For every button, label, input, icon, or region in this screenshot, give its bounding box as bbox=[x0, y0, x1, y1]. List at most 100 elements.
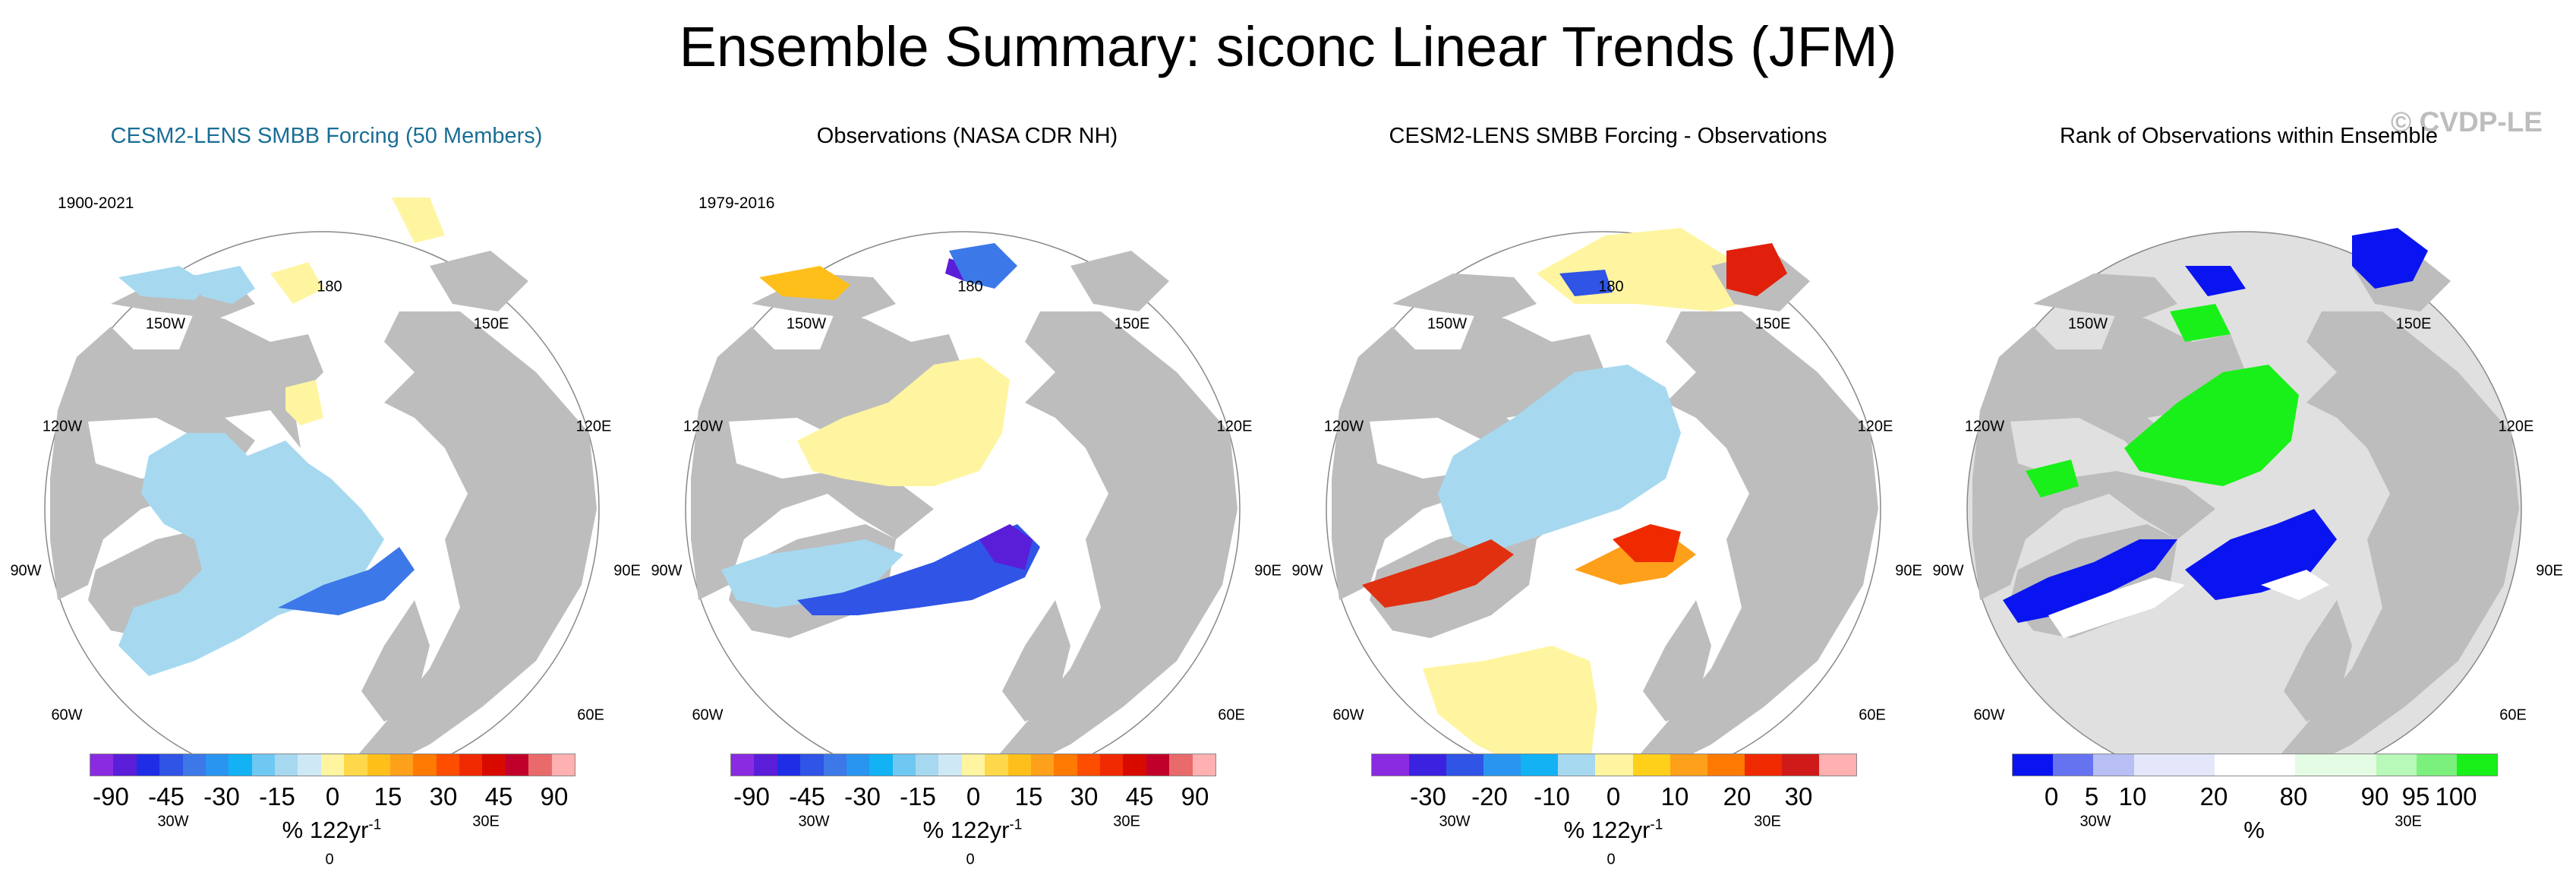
colorbar-swatch bbox=[159, 754, 183, 776]
lon-label-30e: 30E bbox=[1113, 813, 1140, 830]
lon-label-120w: 120W bbox=[683, 418, 724, 435]
lon-label-180: 180 bbox=[957, 278, 983, 295]
colorbar-swatch bbox=[2456, 754, 2498, 776]
lon-label-30e: 30E bbox=[1754, 813, 1781, 830]
colorbar-swatch bbox=[1670, 754, 1707, 776]
lon-label-120w: 120W bbox=[1964, 418, 2005, 435]
lon-label-150w: 150W bbox=[1427, 315, 1468, 333]
diff-red-atlantic bbox=[1362, 539, 1514, 608]
land-scandinavia bbox=[2284, 600, 2352, 722]
lon-label-180: 180 bbox=[1598, 278, 1624, 295]
diff-blue-bering bbox=[1559, 270, 1613, 296]
lon-label-30e: 30E bbox=[2395, 813, 2422, 830]
colorbar-units: % 122yr-1 bbox=[282, 817, 382, 843]
colorbar-swatch bbox=[1595, 754, 1633, 776]
lon-label-30w: 30W bbox=[1439, 813, 1471, 830]
colorbar-swatch bbox=[551, 754, 575, 776]
colorbar-swatch bbox=[2174, 754, 2215, 776]
lon-label-120w: 120W bbox=[1323, 418, 1364, 435]
colorbar-tick: -15 bbox=[259, 782, 295, 811]
ice-trend-light-pacific bbox=[118, 266, 255, 304]
colorbar-tick: 20 bbox=[2199, 782, 2228, 811]
colorbar-swatch bbox=[436, 754, 459, 776]
colorbar-swatch bbox=[113, 754, 137, 776]
land-chukotka bbox=[1070, 251, 1169, 311]
ice-trend-yellow bbox=[270, 198, 445, 425]
colorbar-swatch bbox=[90, 754, 114, 776]
land-alaska bbox=[2033, 273, 2177, 319]
lon-label-90e: 90E bbox=[613, 562, 641, 580]
colorbar-tick: 45 bbox=[484, 782, 513, 811]
colorbar-units: % bbox=[2243, 817, 2265, 843]
rank-blue-bering bbox=[2185, 266, 2246, 296]
colorbar-tick: 30 bbox=[1784, 782, 1813, 811]
colorbar-swatch bbox=[1169, 754, 1193, 776]
colorbar-tick: 100 bbox=[2435, 782, 2477, 811]
ice-trend-dark bbox=[797, 524, 1040, 615]
lon-label-90e: 90E bbox=[1254, 562, 1282, 580]
colorbar-tick: 15 bbox=[1014, 782, 1043, 811]
colorbar-swatch bbox=[205, 754, 229, 776]
colorbar-swatch bbox=[251, 754, 275, 776]
colorbar-tick: 10 bbox=[2118, 782, 2147, 811]
land-alaska bbox=[1392, 273, 1537, 319]
colorbar-tick: -30 bbox=[844, 782, 881, 811]
colorbar-swatch bbox=[1781, 754, 1819, 776]
colorbar-swatch bbox=[1077, 754, 1100, 776]
colorbar-swatch bbox=[1446, 754, 1484, 776]
land-chukotka bbox=[430, 251, 528, 311]
colorbar-swatch bbox=[344, 754, 367, 776]
lon-label-0: 0 bbox=[1606, 851, 1616, 868]
colorbar-swatch bbox=[1100, 754, 1124, 776]
diff-light-blue bbox=[1438, 365, 1681, 555]
diff-red-barents bbox=[1613, 524, 1681, 562]
colorbar-swatch bbox=[2214, 754, 2256, 776]
colorbar-swatch bbox=[800, 754, 824, 776]
ice-trend-orange bbox=[759, 266, 850, 300]
lon-label-60w: 60W bbox=[51, 706, 83, 724]
colorbar-tick: -45 bbox=[789, 782, 825, 811]
colorbar-swatch bbox=[1818, 754, 1857, 776]
colorbar-swatch bbox=[731, 754, 755, 776]
colorbar-tick: -30 bbox=[1410, 782, 1446, 811]
colorbar-tick: 0 bbox=[966, 782, 981, 811]
colorbar-swatch bbox=[389, 754, 414, 776]
colorbar-swatch bbox=[2093, 754, 2134, 776]
rank-white-band bbox=[2048, 570, 2329, 638]
colorbar-tick: -45 bbox=[148, 782, 184, 811]
colorbar-swatch bbox=[136, 754, 160, 776]
lon-label-90e: 90E bbox=[1895, 562, 1922, 580]
lon-label-150w: 150W bbox=[145, 315, 186, 333]
colorbar-tick: 90 bbox=[540, 782, 569, 811]
panel-title: Rank of Observations within Ensemble bbox=[2059, 124, 2439, 148]
colorbar-tick: -10 bbox=[1534, 782, 1570, 811]
colorbar-swatch bbox=[320, 754, 345, 776]
colorbar-swatch bbox=[1409, 754, 1447, 776]
panel-title: CESM2-LENS SMBB Forcing - Observations bbox=[1389, 124, 1827, 148]
lon-label-180: 180 bbox=[317, 278, 342, 295]
colorbar bbox=[1371, 754, 1857, 776]
colorbar-swatch bbox=[482, 754, 506, 776]
lon-label-0: 0 bbox=[966, 851, 975, 868]
period-label: 1900-2021 bbox=[58, 194, 134, 212]
colorbar-swatch bbox=[413, 754, 437, 776]
colorbar-swatch bbox=[2133, 754, 2174, 776]
colorbar-swatch bbox=[985, 754, 1008, 776]
colorbar bbox=[730, 754, 1216, 776]
lon-label-30w: 30W bbox=[2079, 813, 2111, 830]
colorbar-tick: -90 bbox=[93, 782, 129, 811]
colorbar-swatch bbox=[1521, 754, 1559, 776]
colorbar-swatch bbox=[459, 754, 483, 776]
lon-label-120e: 120E bbox=[1857, 418, 1893, 435]
colorbar-tick: 90 bbox=[1181, 782, 1209, 811]
figure-title: Ensemble Summary: siconc Linear Trends (… bbox=[679, 15, 1897, 78]
colorbar-swatch bbox=[2053, 754, 2094, 776]
panel-observations: Observations (NASA CDR NH) 1979-2016 180… bbox=[645, 114, 1289, 868]
colorbar-tick: 45 bbox=[1125, 782, 1154, 811]
colorbar-tick: -90 bbox=[733, 782, 770, 811]
lon-label-60e: 60E bbox=[2499, 706, 2527, 724]
land-eurasia bbox=[354, 311, 597, 760]
colorbar-swatch bbox=[777, 754, 801, 776]
lon-label-60e: 60E bbox=[1218, 706, 1245, 724]
colorbar-swatch bbox=[367, 754, 390, 776]
